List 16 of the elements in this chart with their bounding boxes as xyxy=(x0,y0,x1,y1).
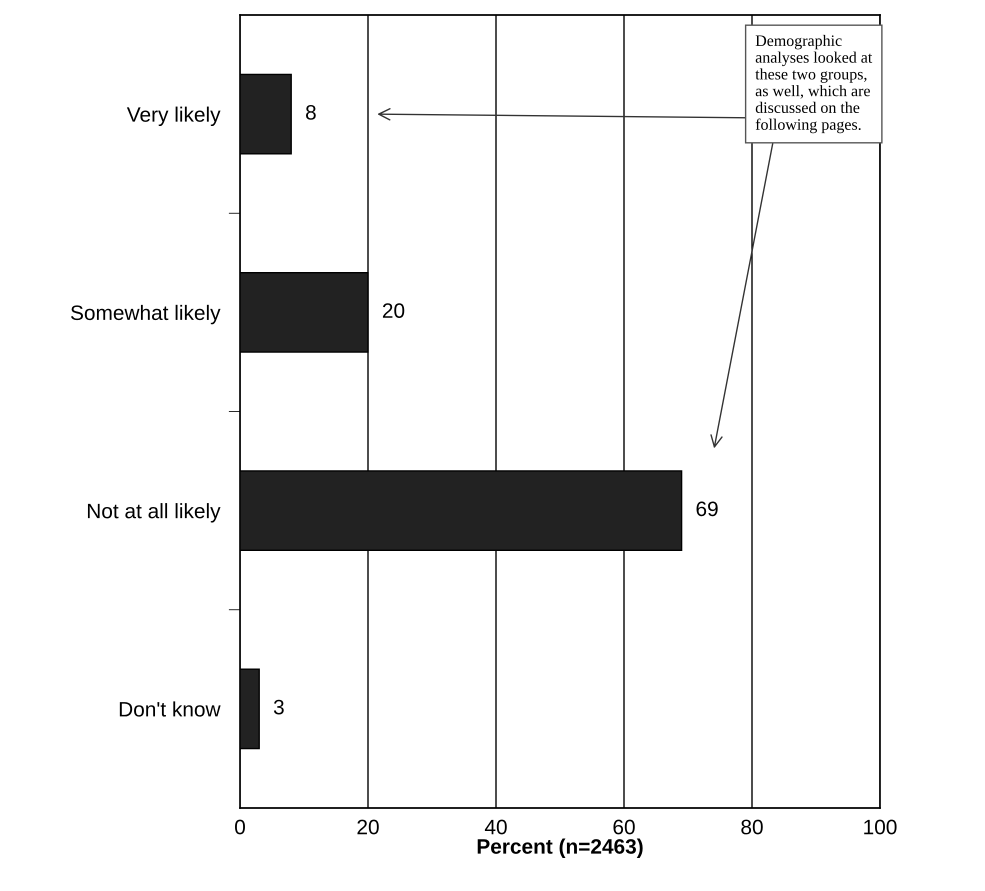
x-tick-label: 20 xyxy=(357,820,379,834)
x-tick-label: 60 xyxy=(613,820,635,834)
data-label: 3 xyxy=(274,700,284,714)
y-tick-label: Very likely xyxy=(126,106,221,126)
data-label: 20 xyxy=(382,303,404,318)
annotation: Demographic analyses looked at these two groups, as well, which are discussed on the following pages. xyxy=(755,34,872,134)
y-tick-label: Don't know xyxy=(120,701,221,717)
x-tick-label: 100 xyxy=(864,820,897,834)
y-tick-label: Somewhat likely xyxy=(70,304,221,324)
x-axis-title: Percent (n=2463) xyxy=(478,838,643,858)
x-tick-label: 40 xyxy=(484,820,507,834)
data-label: 8 xyxy=(306,104,316,120)
data-label: 69 xyxy=(696,501,718,516)
y-tick-label: Not at all likely xyxy=(88,503,221,522)
x-tick-label: 0 xyxy=(235,820,245,834)
x-tick-label: 80 xyxy=(741,820,763,834)
